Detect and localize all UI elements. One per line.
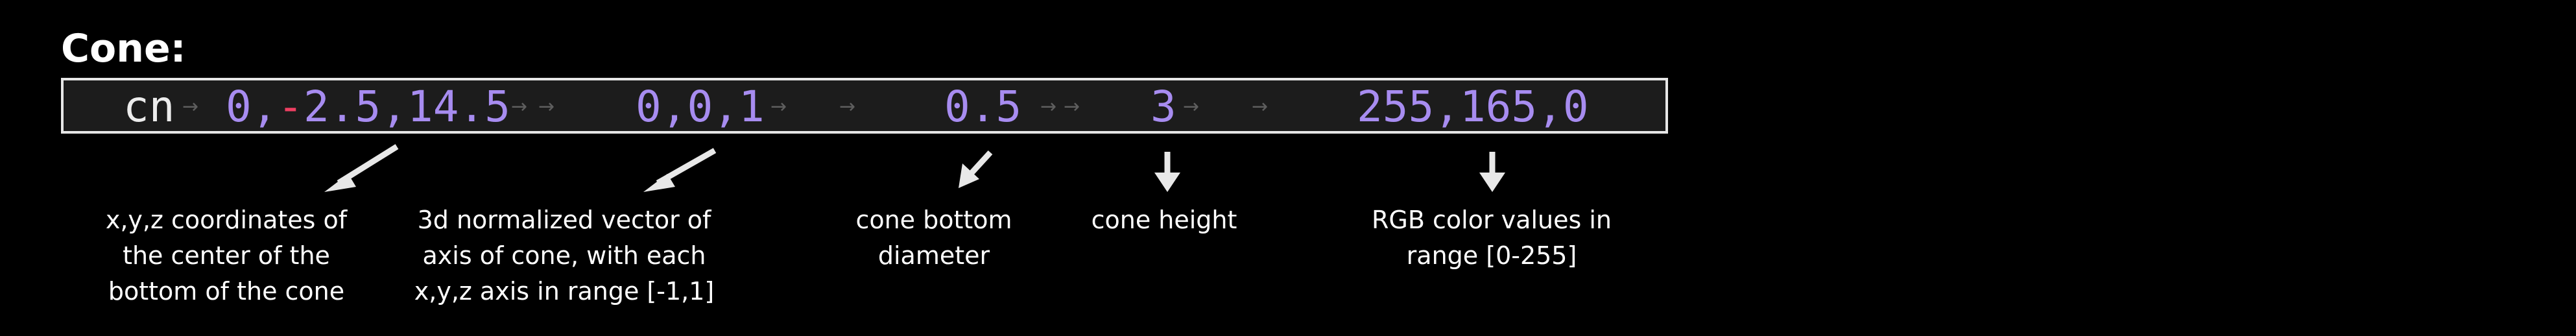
- diagram-title: Cone:: [61, 26, 186, 71]
- height-arrow-icon: [1154, 152, 1180, 192]
- code-line-box: [61, 78, 1668, 134]
- center-x-value: 0: [226, 82, 252, 132]
- axis-vector-value: 0,0,1: [636, 82, 765, 132]
- center-z-value: 14.5: [407, 82, 510, 132]
- tab-arrow: →: [538, 95, 555, 118]
- center-annotation: x,y,z coordinates of the center of the b…: [105, 206, 348, 306]
- tab-arrow: →: [770, 95, 787, 118]
- color-arrow-icon: [1479, 152, 1505, 192]
- diameter-annotation: cone bottom diameter: [855, 206, 1012, 270]
- tab-arrow: →: [839, 95, 856, 118]
- center-separator: ,: [381, 82, 407, 132]
- tab-arrow: →: [1040, 95, 1057, 118]
- height-annotation: cone height: [1091, 206, 1237, 234]
- axis-arrow-icon: [643, 148, 717, 192]
- tab-arrow: →: [1183, 95, 1200, 118]
- diameter-value: 0.5: [944, 82, 1022, 132]
- tab-arrow: →: [1064, 95, 1080, 118]
- diameter-arrow-icon: [959, 150, 993, 188]
- negative-sign: -: [278, 82, 304, 132]
- tab-arrow: →: [182, 95, 199, 118]
- height-value: 3: [1151, 82, 1176, 132]
- center-arrow-icon: [324, 144, 399, 192]
- center-y-value: 2.5: [304, 82, 381, 132]
- rgb-color-value: 255,165,0: [1357, 82, 1589, 132]
- axis-annotation: 3d normalized vector of axis of cone, wi…: [414, 206, 715, 306]
- command-name: cn: [123, 82, 175, 132]
- tab-arrow: →: [1252, 95, 1269, 118]
- center-separator: ,: [252, 82, 278, 132]
- color-annotation: RGB color values in range [0-255]: [1372, 206, 1612, 270]
- tab-arrow: →: [511, 95, 528, 118]
